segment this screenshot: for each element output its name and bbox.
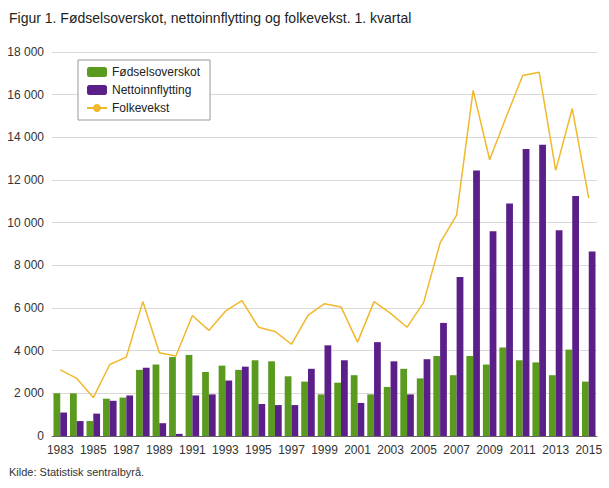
svg-text:10 000: 10 000 bbox=[7, 216, 44, 230]
svg-text:Figur 1. Fødselsoverskot, nett: Figur 1. Fødselsoverskot, nettoinnflytti… bbox=[9, 10, 411, 26]
svg-text:2009: 2009 bbox=[476, 443, 503, 457]
svg-text:1999: 1999 bbox=[311, 443, 338, 457]
svg-text:18 000: 18 000 bbox=[7, 45, 44, 59]
svg-text:1997: 1997 bbox=[278, 443, 305, 457]
svg-text:0: 0 bbox=[37, 429, 44, 443]
svg-text:4 000: 4 000 bbox=[14, 344, 44, 358]
svg-text:Nettoinnflytting: Nettoinnflytting bbox=[112, 83, 191, 97]
svg-text:1991: 1991 bbox=[179, 443, 206, 457]
svg-text:12 000: 12 000 bbox=[7, 173, 44, 187]
svg-text:14 000: 14 000 bbox=[7, 130, 44, 144]
svg-text:Fødselsoverskot: Fødselsoverskot bbox=[112, 65, 201, 79]
svg-text:8 000: 8 000 bbox=[14, 258, 44, 272]
svg-text:Folkevekst: Folkevekst bbox=[112, 101, 170, 115]
svg-text:Kilde: Statistisk sentralbyrå.: Kilde: Statistisk sentralbyrå. bbox=[9, 466, 144, 478]
svg-text:1985: 1985 bbox=[80, 443, 107, 457]
svg-text:1993: 1993 bbox=[212, 443, 239, 457]
svg-text:1987: 1987 bbox=[113, 443, 140, 457]
svg-text:2003: 2003 bbox=[377, 443, 404, 457]
svg-text:2007: 2007 bbox=[443, 443, 470, 457]
svg-text:2013: 2013 bbox=[542, 443, 569, 457]
svg-text:1989: 1989 bbox=[146, 443, 173, 457]
svg-text:6 000: 6 000 bbox=[14, 301, 44, 315]
svg-text:2015: 2015 bbox=[575, 443, 602, 457]
svg-text:2 000: 2 000 bbox=[14, 386, 44, 400]
svg-text:16 000: 16 000 bbox=[7, 88, 44, 102]
svg-text:2005: 2005 bbox=[410, 443, 437, 457]
svg-text:2011: 2011 bbox=[510, 443, 536, 457]
svg-text:2001: 2001 bbox=[344, 443, 371, 457]
svg-text:1983: 1983 bbox=[47, 443, 74, 457]
svg-text:1995: 1995 bbox=[245, 443, 272, 457]
